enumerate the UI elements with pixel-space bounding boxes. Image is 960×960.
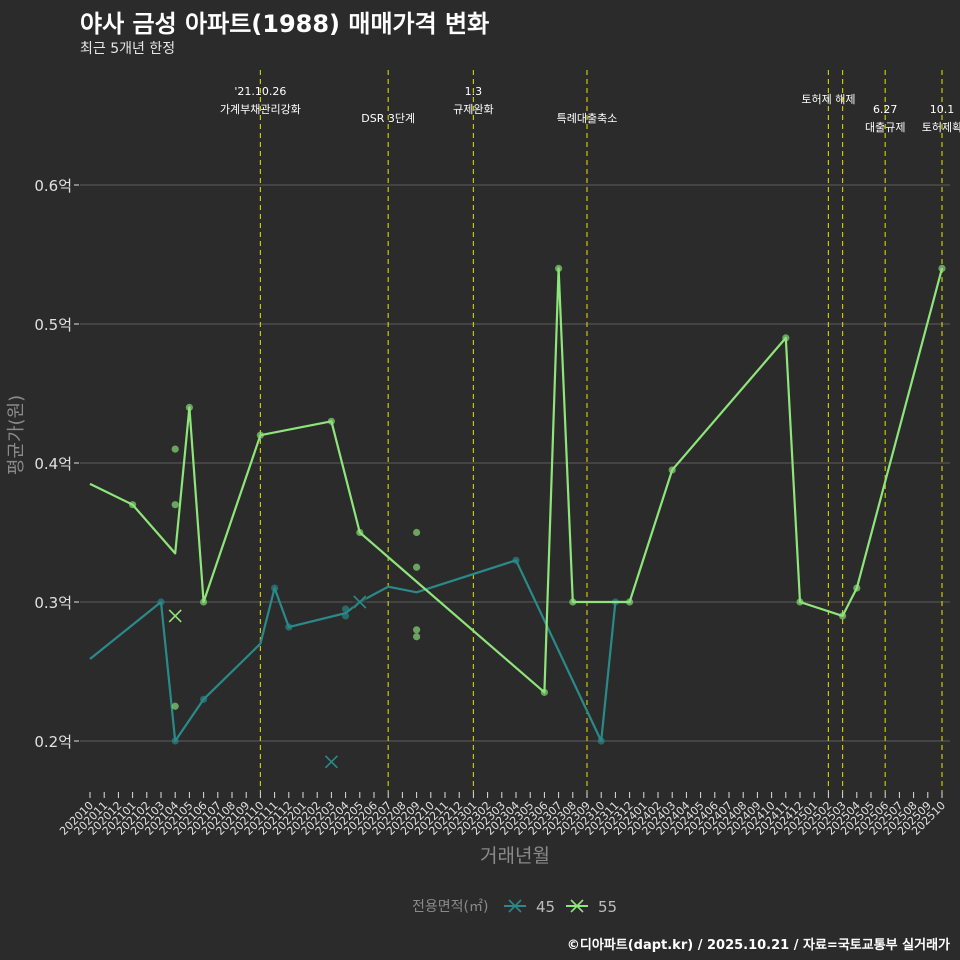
data-point-45 [512,556,520,564]
data-point-45 [171,737,179,745]
legend: 전용면적(㎡) 45 55 [412,898,617,916]
event-label: 대출규제 [865,121,905,134]
source-caption: ©디아파트(dapt.kr) / 2025.10.21 / 자료=국토교통부 실… [566,938,950,953]
chart-subtitle: 최근 5개년 한정 [80,41,176,57]
data-point-55 [668,466,676,474]
data-point-45 [200,695,208,703]
series-line-55 [89,267,944,694]
data-point-55 [256,431,264,439]
series-layer [89,264,946,769]
data-point-45 [597,737,605,745]
data-point-55 [356,528,364,537]
data-point-55 [569,598,577,606]
y-tick-label: 0.4억 [34,455,72,473]
data-point-55 [413,633,421,641]
data-point-55 [853,584,861,592]
data-point-55 [185,403,193,411]
legend-swatch-cross-b [570,899,584,913]
data-point-55 [796,598,804,606]
data-point-55 [555,264,563,272]
event-label: 특례대출축소 [557,112,618,125]
data-point-45 [271,584,279,592]
y-axis-title: 평균가(원) [6,395,27,475]
legend-label-45: 45 [536,898,555,916]
legend-title: 전용면적(㎡) [412,899,488,915]
event-label: DSR 3단계 [361,112,415,125]
gridlines [80,184,950,742]
data-point-55 [327,417,335,425]
data-point-55 [938,264,946,272]
y-tick-label: 0.3억 [34,594,72,612]
series-55 [89,264,946,710]
event-label: 가계부채관리강화 [220,103,301,116]
data-point-55 [413,563,421,571]
event-label: 토허제확 [922,121,960,134]
x-axis: 2020102020112020122021012021022021032021… [57,792,948,867]
chart-title: 야사 금성 아파트(1988) 매매가격 변화 [80,10,490,38]
event-date: '21.10.26 [234,85,286,98]
data-point-55 [129,501,137,509]
data-point-55 [839,612,847,620]
data-point-55 [413,626,421,634]
data-point-55 [626,598,634,606]
data-point-55 [171,501,179,509]
cross-marker-45-b [324,755,338,769]
event-date: 6.27 [873,103,898,116]
legend-label-55: 55 [598,898,617,916]
event-date: 10.1 [930,103,955,116]
data-point-55 [171,702,179,710]
data-point-55 [540,688,549,696]
series-45 [89,556,630,769]
cross-marker-55-b [168,609,182,623]
data-point-45 [342,612,350,620]
data-point-55 [413,528,421,537]
y-tick-label: 0.5억 [34,316,72,334]
legend-swatch-cross-b [508,899,522,913]
data-point-45 [157,598,165,606]
event-label: 규제완화 [453,103,493,116]
data-point-45 [285,623,293,631]
event-label: 토허제 해제 [801,92,855,106]
data-point-55 [171,445,179,453]
x-axis-title: 거래년월 [480,845,550,867]
y-tick-label: 0.2억 [34,733,72,751]
data-point-55 [782,334,790,342]
y-tick-label: 0.6억 [34,177,72,195]
data-point-45 [342,605,350,613]
data-point-55 [200,598,208,606]
cross-marker-45-b [353,595,367,609]
event-date: 1.3 [465,85,483,98]
